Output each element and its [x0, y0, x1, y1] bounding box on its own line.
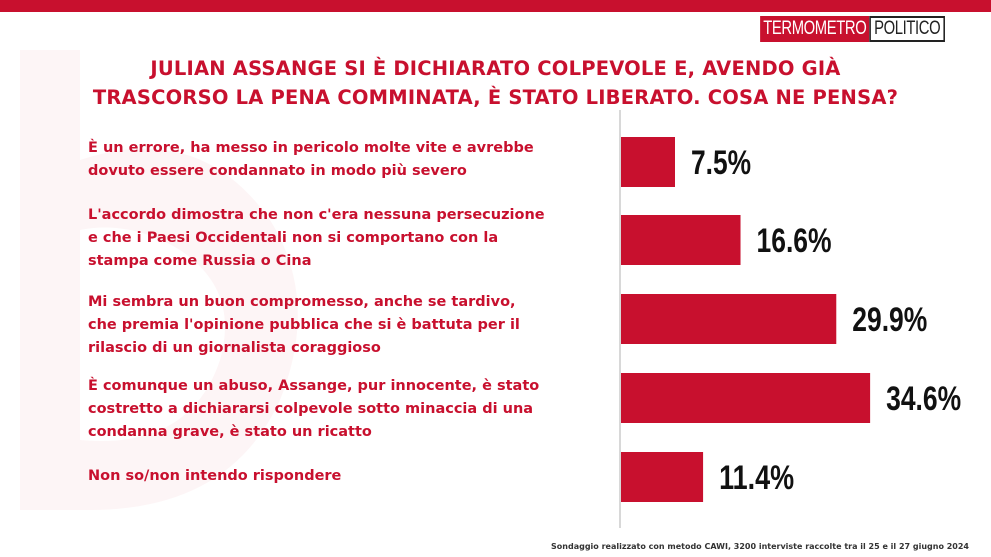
chart-title-line-2: TRASCORSO LA PENA COMMINATA, È STATO LIB…	[92, 86, 899, 109]
answer-label-5-line-1: Non so/non intendo rispondere	[88, 468, 342, 484]
bar-5	[621, 452, 704, 502]
logo-part-politico: POLITICO	[869, 16, 945, 42]
background-watermark	[0, 40, 330, 557]
bar-value-label-3: 29.9%	[852, 301, 927, 339]
termometro-politico-logo: TERMOMETRO POLITICO	[760, 16, 945, 42]
answer-label-2: L'accordo dimostra che non c'era nessuna…	[88, 204, 628, 273]
answer-label-4-line-2: costretto a dichiararsi colpevole sotto …	[88, 401, 534, 417]
bar-1	[621, 137, 675, 187]
answer-label-3-line-2: che premia l'opinione pubblica che si è …	[88, 317, 520, 333]
answer-label-2-line-1: L'accordo dimostra che non c'era nessuna…	[88, 207, 545, 223]
answer-label-3: Mi sembra un buon compromesso, anche se …	[88, 291, 628, 360]
answer-label-2-line-2: e che i Paesi Occidentali non si comport…	[88, 230, 499, 246]
answer-label-5: Non so/non intendo rispondere	[88, 465, 628, 488]
bar-value-label-1: 7.5%	[691, 144, 751, 182]
answer-label-4: È comunque un abuso, Assange, pur innoce…	[88, 375, 628, 444]
chart-title: JULIAN ASSANGE SI È DICHIARATO COLPEVOLE…	[0, 54, 991, 112]
bar-value-label-4: 34.6%	[886, 380, 961, 418]
bar-4	[621, 373, 871, 423]
answer-label-3-line-3: rilascio di un giornalista coraggioso	[88, 340, 381, 356]
answer-label-3-line-1: Mi sembra un buon compromesso, anche se …	[88, 294, 516, 310]
answer-label-1-line-2: dovuto essere condannato in modo più sev…	[88, 163, 467, 179]
answer-label-2-line-3: stampa come Russia o Cina	[88, 253, 312, 269]
answer-label-1: È un errore, ha messo in pericolo molte …	[88, 137, 628, 183]
chart-title-line-1: JULIAN ASSANGE SI È DICHIARATO COLPEVOLE…	[150, 57, 841, 80]
answer-label-4-line-3: condanna grave, è stato un ricatto	[88, 424, 372, 440]
survey-footnote: Sondaggio realizzato con metodo CAWI, 32…	[551, 542, 969, 551]
bar-value-label-2: 16.6%	[757, 222, 832, 260]
bar-2	[621, 215, 741, 265]
bar-value-label-5: 11.4%	[719, 459, 794, 497]
bar-3	[621, 294, 837, 344]
answer-labels: È un errore, ha messo in pericolo molte …	[88, 140, 545, 484]
answer-label-4-line-1: È comunque un abuso, Assange, pur innoce…	[88, 378, 540, 394]
logo-part-termometro: TERMOMETRO	[760, 16, 870, 42]
answer-label-1-line-1: È un errore, ha messo in pericolo molte …	[88, 140, 534, 156]
top-accent-bar	[0, 0, 991, 12]
